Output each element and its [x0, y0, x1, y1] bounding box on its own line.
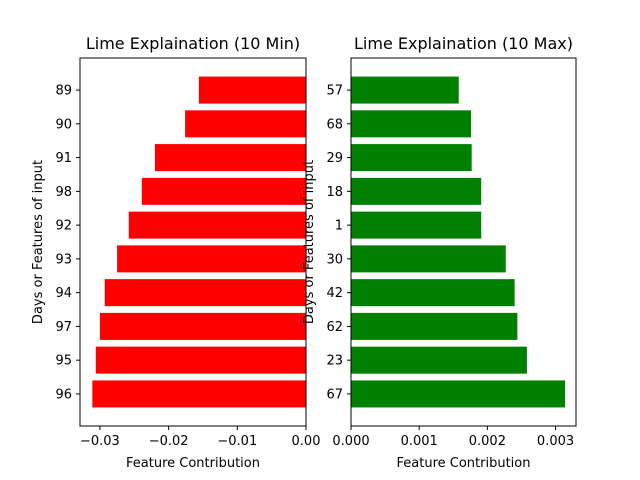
left-ytick-label: 96 [55, 387, 72, 402]
right-ytick-label: 29 [326, 151, 343, 166]
left-axes-frame [79, 57, 307, 427]
right-axes-frame [350, 57, 577, 427]
right-ytick-label: 57 [326, 84, 343, 99]
left-xtick-label: −0.02 [149, 434, 189, 449]
left-y-axis-label: Days or Features of input [31, 160, 46, 324]
right-bar-30 [351, 245, 506, 273]
right-ytick-label: 18 [326, 185, 343, 200]
left-bar-90 [185, 110, 306, 138]
right-bar-29 [351, 144, 472, 172]
right-ytick-label: 1 [335, 219, 343, 234]
left-bar-93 [117, 245, 306, 273]
right-ytick-label: 30 [326, 252, 343, 267]
left-ytick-label: 95 [55, 354, 72, 369]
left-xtick-label: −0.01 [217, 434, 257, 449]
left-chart-title: Lime Explaination (10 Min) [86, 34, 300, 53]
left-ytick-label: 98 [55, 185, 72, 200]
left-x-axis-label: Feature Contribution [126, 456, 260, 471]
right-xtick-label: 0.003 [537, 434, 574, 449]
left-xtick-label: 0.00 [292, 434, 321, 449]
left-ytick-label: 90 [55, 117, 72, 132]
left-bar-94 [104, 279, 306, 307]
right-xtick-label: 0.000 [332, 434, 369, 449]
right-chart-title: Lime Explaination (10 Max) [354, 34, 573, 53]
left-bar-97 [99, 312, 306, 340]
right-bar-67 [351, 380, 566, 408]
left-ytick-label: 97 [55, 320, 72, 335]
right-bar-68 [351, 110, 471, 138]
left-bar-96 [92, 380, 306, 408]
left-bar-89 [198, 76, 306, 104]
right-ytick-label: 62 [326, 320, 343, 335]
right-bar-42 [351, 279, 515, 307]
left-bar-98 [141, 177, 306, 205]
left-bar-92 [128, 211, 306, 239]
left-ytick-label: 91 [55, 151, 72, 166]
left-bar-95 [95, 346, 306, 374]
right-bar-1 [351, 211, 482, 239]
right-ytick-label: 23 [326, 354, 343, 369]
left-chart: 96 95 97 94 93 92 98 91 90 89 −0.03 −0.02 −0.01 0.00 L… [31, 34, 320, 471]
right-ytick-label: 42 [326, 286, 343, 301]
left-ytick-label: 94 [55, 286, 72, 301]
right-xtick-label: 0.001 [401, 434, 438, 449]
right-ytick-label: 68 [326, 117, 343, 132]
left-ytick-label: 92 [55, 219, 72, 234]
right-bar-57 [351, 76, 459, 104]
right-bar-62 [351, 312, 518, 340]
left-xtick-label: −0.03 [80, 434, 120, 449]
right-y-axis-label: Days or Features of input [302, 160, 317, 324]
right-bar-23 [351, 346, 527, 374]
right-chart: 67 23 62 42 30 1 18 29 68 57 0.000 0.001 0.002 0.003 L… [302, 34, 577, 471]
left-ytick-label: 93 [55, 252, 72, 267]
left-ytick-label: 89 [55, 84, 72, 99]
right-x-axis-label: Feature Contribution [397, 456, 531, 471]
right-ytick-label: 67 [326, 387, 343, 402]
right-bar-18 [351, 177, 482, 205]
right-xtick-label: 0.002 [469, 434, 506, 449]
left-bar-91 [154, 144, 306, 172]
